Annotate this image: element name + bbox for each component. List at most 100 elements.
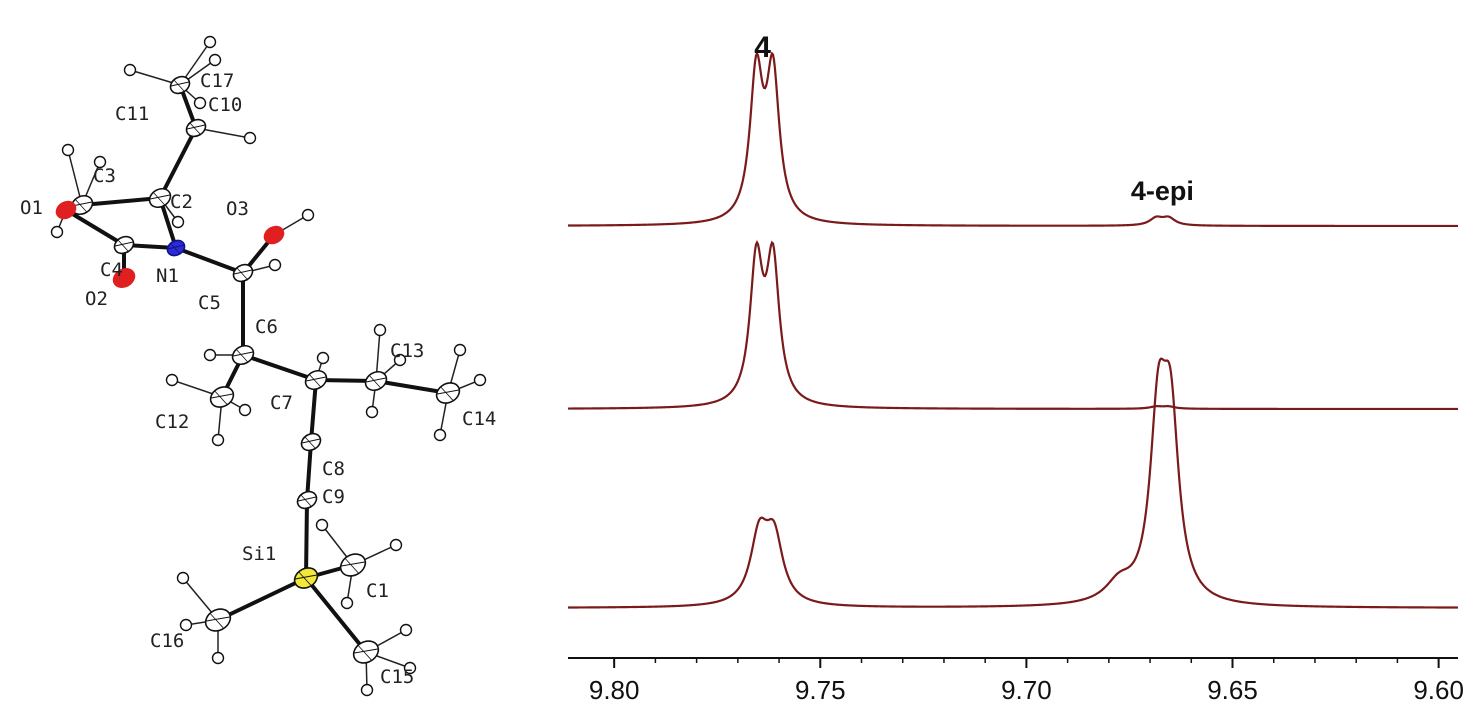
atom-label-c12: C12 [155,411,189,433]
hydrogen-atom [123,63,137,77]
hydrogen-atom [473,373,487,387]
atom-c12 [209,386,235,408]
bond-si1-c16 [216,576,308,622]
hydrogen-atom [211,651,225,665]
spectrum-trace-1 [567,50,1458,228]
atom-c14 [435,382,461,404]
atom-label-c4: C4 [100,259,123,281]
atom-label-o1: O1 [20,197,43,219]
atom-label-c14: C14 [462,408,496,430]
atom-label-c7: C7 [270,392,293,414]
bond-c8-c9 [305,440,313,502]
hydrogen-atom [399,623,413,637]
atom-label-c6: C6 [255,316,278,338]
hydrogen-atom [165,373,179,387]
atom-label-c1: C1 [366,580,389,602]
atom-label-c2: C2 [170,191,193,213]
hydrogen-atom [203,35,217,49]
hydrogen-atom [301,208,315,222]
atom-label-o3: O3 [226,198,249,220]
x-tick-label: 9.75 [795,675,846,705]
atom-c2 [148,187,172,209]
x-tick-label: 9.80 [589,675,640,705]
bond-c10-c2 [158,126,198,200]
hydrogen-atom [453,343,467,357]
bond-n1-c5 [174,246,245,275]
atom-o3 [263,225,285,245]
hydrogen-atom [171,215,185,229]
hydrogen-atom [211,433,225,447]
atom-c8 [300,432,322,452]
peak-label-epimer: 4-epi [1131,176,1194,206]
atom-c10 [185,118,207,138]
bond-c2-c3 [80,196,162,207]
atom-c4 [113,235,135,255]
atom-c6 [231,344,255,366]
atom-c9 [296,490,318,510]
atom-c17 [169,75,191,95]
hydrogen-atom [203,348,217,362]
hydrogen-atom [243,131,257,145]
nmr-spectra-chart: 9.80 9.75 9.70 9.65 9.60 4 4-epi [567,31,1464,705]
atom-n1 [166,239,186,257]
bond-c13-c14 [374,379,450,395]
atom-c16 [204,608,232,632]
atom-label-c9: C9 [322,486,345,508]
bond-c6-c7 [241,353,318,382]
hydrogen-atom [433,428,447,442]
atom-c15 [352,640,380,664]
hydrogen-atom [93,155,107,169]
peak-label-major: 4 [754,31,771,64]
hydrogen-atom [193,96,207,110]
atom-c5 [232,263,254,283]
atom-label-c11: C11 [115,103,149,125]
atom-label-n1: N1 [156,265,179,287]
hydrogen-atom [393,353,407,367]
hydrogen-atom [238,403,252,417]
hydrogen-atom [315,518,329,532]
atom-label-o2: O2 [85,288,108,310]
hydrogen-atom [389,538,403,552]
hydrogen-atom [340,596,354,610]
x-tick-label: 9.60 [1413,675,1464,705]
x-axis-ticks: 9.80 9.75 9.70 9.65 9.60 [589,658,1464,705]
x-tick-label: 9.65 [1207,675,1258,705]
atom-c7 [304,369,328,391]
atom-o2 [112,267,136,289]
peak-annotations: 4 4-epi [754,31,1194,206]
atom-c13 [364,370,388,392]
hydrogen-atom [316,351,330,365]
atom-label-c17: C17 [200,70,234,92]
bond-c7-c8 [309,378,318,444]
atom-label-c8: C8 [322,458,345,480]
atom-label-c15: C15 [380,666,414,688]
atom-label-si1: Si1 [242,543,276,565]
spectrum-trace-3 [568,357,1459,609]
atom-label-c3: C3 [93,165,116,187]
hydrogen-atom [403,661,417,675]
hydrogen-atom [176,571,190,585]
hydrogen-atom [373,323,387,337]
x-tick-label: 9.70 [1001,675,1052,705]
atom-o1 [55,200,77,220]
atom-label-c16: C16 [150,630,184,652]
hydrogen-atom [268,258,282,272]
hydrogen-atom [208,53,222,67]
hydrogen-atom [360,683,374,697]
atom-c1 [339,553,367,577]
bond-si1-c15 [304,576,368,654]
spectrum-trace-2 [568,240,1458,411]
atom-label-c5: C5 [198,292,221,314]
spectrum-traces [567,50,1459,609]
bond-c9-si1 [304,498,309,580]
atom-label-c10: C10 [208,94,242,116]
hydrogen-atom [365,405,379,419]
hydrogen-atom [179,618,193,632]
atom-label-c13: C13 [390,340,424,362]
bond-o1-c4 [64,208,126,247]
atom-si1 [293,567,319,589]
hydrogen-atom [50,225,64,239]
hydrogen-atom [61,143,75,157]
